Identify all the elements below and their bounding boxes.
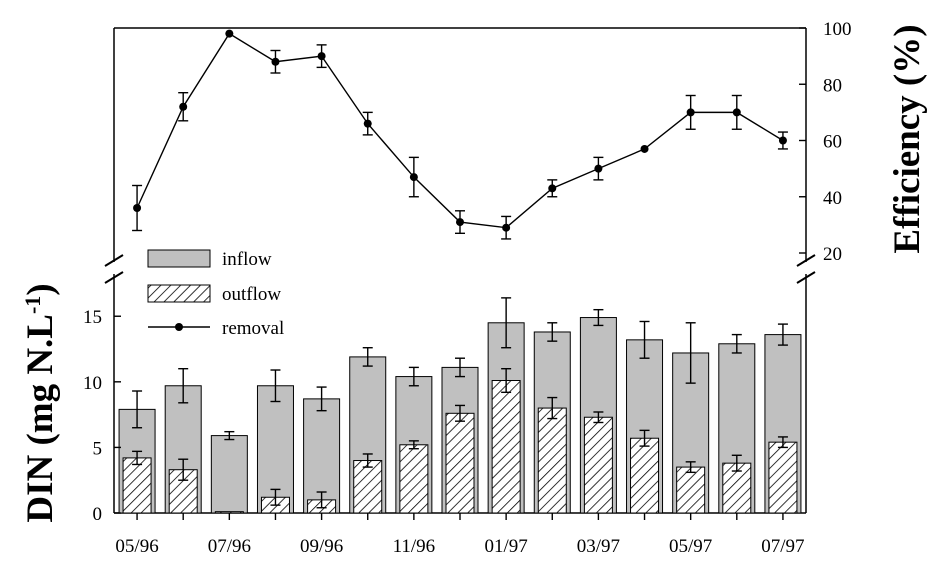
legend-label-removal: removal [222,318,284,339]
inflow-bar [210,435,248,514]
removal-point [456,218,464,227]
y2-tick-label: 40 [823,188,842,209]
outflow-bar [630,437,660,514]
outflow-bar [353,460,383,514]
removal-point [548,184,557,193]
removal-point [133,204,142,212]
outflow-bar [445,412,475,514]
y2-tick-label: 20 [823,244,842,265]
outflow-bar [768,441,798,514]
removal-point [271,57,280,66]
outflow-bar [537,407,567,514]
x-tick-label: 09/96 [300,536,343,557]
legend-label-outflow: outflow [222,284,281,305]
removal-point [778,136,787,145]
x-tick-label: 11/96 [393,536,436,557]
outflow-bar [491,380,521,514]
removal-point [363,119,372,128]
y-tick-label: 5 [93,438,103,459]
y-tick-label: 15 [83,307,102,328]
removal-point [686,108,695,117]
legend-label-inflow: inflow [222,249,272,270]
y-tick-label: 0 [93,504,103,525]
legend-swatch-outflow [147,284,211,303]
x-tick-label: 05/97 [669,536,712,557]
removal-point [179,102,188,111]
x-tick-label: 03/97 [577,536,620,557]
removal-line [136,32,784,229]
y2-tick-label: 80 [823,75,842,96]
y-tick-label: 10 [83,373,102,394]
removal-point [640,144,649,153]
x-tick-label: 07/96 [208,536,251,557]
removal-point [317,52,326,61]
removal-point [225,29,234,38]
outflow-bar [214,511,244,514]
outflow-bar [399,444,429,514]
left-axis-break-mark [104,254,124,267]
outflow-bar [676,466,706,514]
removal-point [409,173,418,182]
y-axis-title: DIN (mg N.L-1) [20,283,62,522]
x-tick-label: 07/97 [761,536,804,557]
removal-point [732,108,741,117]
removal-point [594,164,603,173]
legend-swatch-inflow [147,249,211,268]
x-tick-label: 05/96 [115,536,158,557]
y-axis-title-superscript: -1 [20,296,45,314]
removal-point [502,223,511,232]
left-axis-break-mark [104,271,124,284]
legend-swatch-removal-marker [175,323,183,331]
y-axis-title-main: DIN (mg N.L [20,314,61,523]
outflow-bar [583,416,613,514]
y2-tick-label: 100 [823,19,852,40]
outflow-bar [122,457,152,514]
y2-axis-title: Efficiency (%) [887,24,928,253]
right-axis-break-mark [796,254,816,267]
y2-tick-label: 60 [823,132,842,153]
x-tick-label: 01/97 [484,536,527,557]
y-axis-title-close: ) [20,283,61,295]
right-axis-break-mark [796,271,816,284]
